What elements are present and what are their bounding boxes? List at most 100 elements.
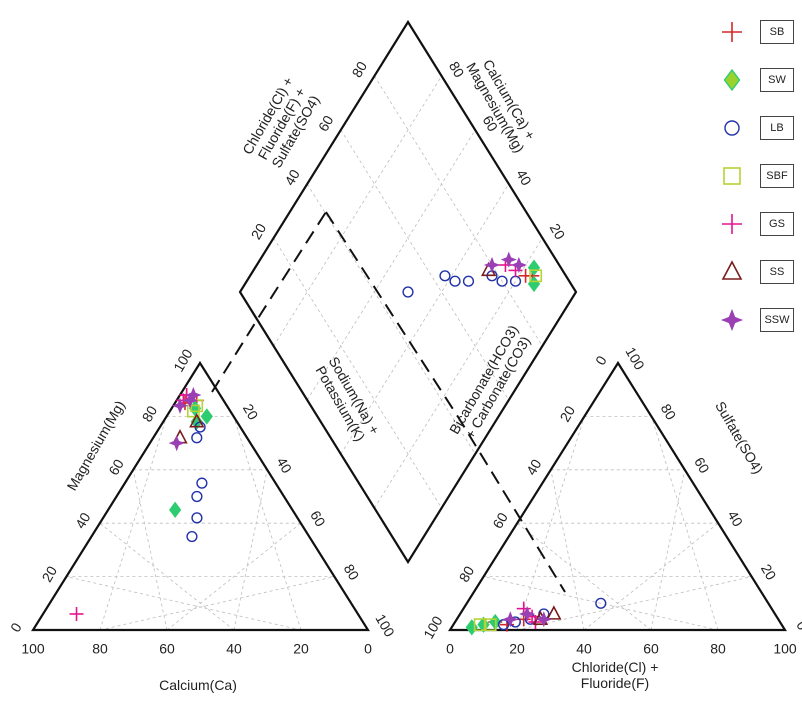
point-diamond-sbf-0 <box>529 269 543 283</box>
legend-label-sw: SW <box>760 68 794 92</box>
cation-left-tick-1: 20 <box>38 563 60 585</box>
point-anion-sbf-0 <box>473 618 487 632</box>
anion-right-tick-0: 0 <box>793 618 802 633</box>
cation-bottom-tick-1: 80 <box>92 641 108 657</box>
point-anion-ssw-1-shape <box>518 605 536 623</box>
cation-triangle-grid-a-1 <box>99 416 167 631</box>
diamond-left-axis-label: Chloride(Cl) +Fluoride(F) +Sulfate(SO4) <box>239 74 324 173</box>
point-diamond-ssw-2 <box>483 256 501 274</box>
cation-triangle-grid-a-4 <box>66 576 302 631</box>
point-cation-lb-3-shape <box>191 490 203 503</box>
cation-left-tick-3: 60 <box>105 456 127 478</box>
point-diamond-lb-4 <box>449 275 461 287</box>
point-cation-ssw-2 <box>171 397 189 414</box>
diamond-left-tick-3: 80 <box>348 58 370 80</box>
legend-marker-shape-sbf <box>723 167 741 185</box>
point-cation-lb-2 <box>196 477 208 489</box>
point-cation-lb-1-shape <box>191 432 203 444</box>
point-cation-sbf-1 <box>186 404 200 418</box>
anion-bottom-tick-5: 100 <box>773 641 797 657</box>
point-diamond-lb-6-shape <box>402 286 414 298</box>
point-cation-lb-5-shape <box>186 530 198 543</box>
cation-bottom-axis-label: Calcium(Ca) <box>159 677 237 693</box>
legend-marker-sw <box>723 68 741 92</box>
anion-bottom-tick-2: 40 <box>576 641 592 657</box>
cation-triangle-grid-a-2 <box>132 469 168 631</box>
anion-right-tick-2: 40 <box>725 508 747 530</box>
cation-left-tick-4: 80 <box>139 403 161 425</box>
legend-marker-shape-ssw <box>720 308 744 332</box>
diamond-grid-a-4 <box>374 75 543 347</box>
legend-item-sw: SW <box>704 56 796 104</box>
diamond-grid-a-2 <box>306 183 476 455</box>
cation-left-tick-2: 40 <box>72 510 94 532</box>
point-anion-ssw-0 <box>502 611 519 628</box>
anion-bottom-axis-label: Chloride(Cl) + Fluoride(F) <box>572 659 659 691</box>
cation-left-axis-label-line-0: Magnesium(Mg) <box>63 398 127 494</box>
legend-item-ssw: SSW <box>704 296 796 344</box>
point-anion-lb-4-shape <box>595 597 607 609</box>
legend-label-sbf: SBF <box>760 164 794 188</box>
point-diamond-lb-1-shape <box>496 275 508 287</box>
point-cation-ssw-3-shape <box>168 434 185 452</box>
legend-item-sb: SB <box>704 8 796 56</box>
legend-marker-shape-lb <box>724 120 740 136</box>
legend-marker-shape-lb-shape <box>724 120 740 136</box>
grid-lines <box>66 75 752 631</box>
diamond-grid-b-1 <box>374 237 543 509</box>
point-diamond-ssw-2-shape <box>483 256 501 274</box>
cation-triangle-grid-b-2 <box>166 522 302 631</box>
legend-label-ssw: SSW <box>760 308 794 332</box>
cation-triangle-grid-b-3 <box>233 469 268 631</box>
legend-item-lb: LB <box>704 104 796 152</box>
anion-triangle-grid-b-4 <box>651 416 719 631</box>
point-cation-lb-3 <box>191 490 203 503</box>
point-diamond-lb-3 <box>462 275 475 287</box>
cation-triangle-grid-b-4 <box>233 416 302 631</box>
anion-triangle-grid-a-2 <box>550 469 585 631</box>
diamond-right-tick-3: 20 <box>547 221 569 243</box>
point-anion-ssw-0-shape <box>502 611 519 628</box>
cation-left-tick-0: 0 <box>7 620 25 635</box>
point-cation-ss-0 <box>189 413 205 428</box>
cation-bottom-tick-2: 60 <box>159 641 175 657</box>
legend: SB SW LB SBF GS SS SSW <box>704 8 796 344</box>
cation-right-tick-3: 40 <box>274 454 296 476</box>
plot-outlines <box>31 19 787 632</box>
legend-marker-gs <box>722 214 742 234</box>
point-diamond-sbf-0-shape <box>529 269 543 283</box>
cation-bottom-tick-3: 40 <box>226 641 242 657</box>
point-cation-ssw-1 <box>181 392 199 409</box>
point-anion-ssw-1 <box>518 605 536 623</box>
diamond-grid-b-3 <box>306 129 476 401</box>
point-diamond-lb-5-shape <box>439 270 451 282</box>
point-cation-sw-3-shape <box>169 501 182 519</box>
anion-triangle-grid-b-1 <box>516 576 752 631</box>
anion-left-tick-0: 100 <box>420 613 446 641</box>
data-points <box>69 251 607 636</box>
point-cation-ss-0-shape <box>189 413 205 428</box>
point-anion-ss-1-shape <box>546 605 562 620</box>
point-cation-lb-2-shape <box>196 477 208 489</box>
point-anion-sw-0 <box>465 619 478 636</box>
point-diamond-lb-3-shape <box>462 275 475 287</box>
point-cation-sw-0 <box>200 408 213 425</box>
diamond-left-tick-2: 60 <box>315 112 337 134</box>
anion-right-tick-1: 20 <box>758 561 780 583</box>
cation-left-tick-5: 100 <box>170 346 196 374</box>
anion-bottom-tick-4: 80 <box>710 641 726 657</box>
anion-bottom-tick-0: 0 <box>446 641 454 657</box>
point-diamond-sw-1 <box>527 259 541 276</box>
legend-marker-sbf <box>723 167 741 185</box>
point-anion-ssw-2 <box>535 611 552 628</box>
cation-bottom-axis-label-line-0: Calcium(Ca) <box>159 677 237 693</box>
legend-label-lb: LB <box>760 116 794 140</box>
legend-marker-ss <box>721 260 743 280</box>
cation-right-tick-4: 20 <box>240 401 262 423</box>
anion-right-axis-label-line-0: Sulfate(SO4) <box>712 398 766 476</box>
cation-triangle-grid-b-1 <box>99 576 335 631</box>
legend-item-ss: SS <box>704 248 796 296</box>
point-cation-ssw-1-shape <box>181 392 199 409</box>
legend-marker-shape-sw-shape <box>723 68 741 92</box>
